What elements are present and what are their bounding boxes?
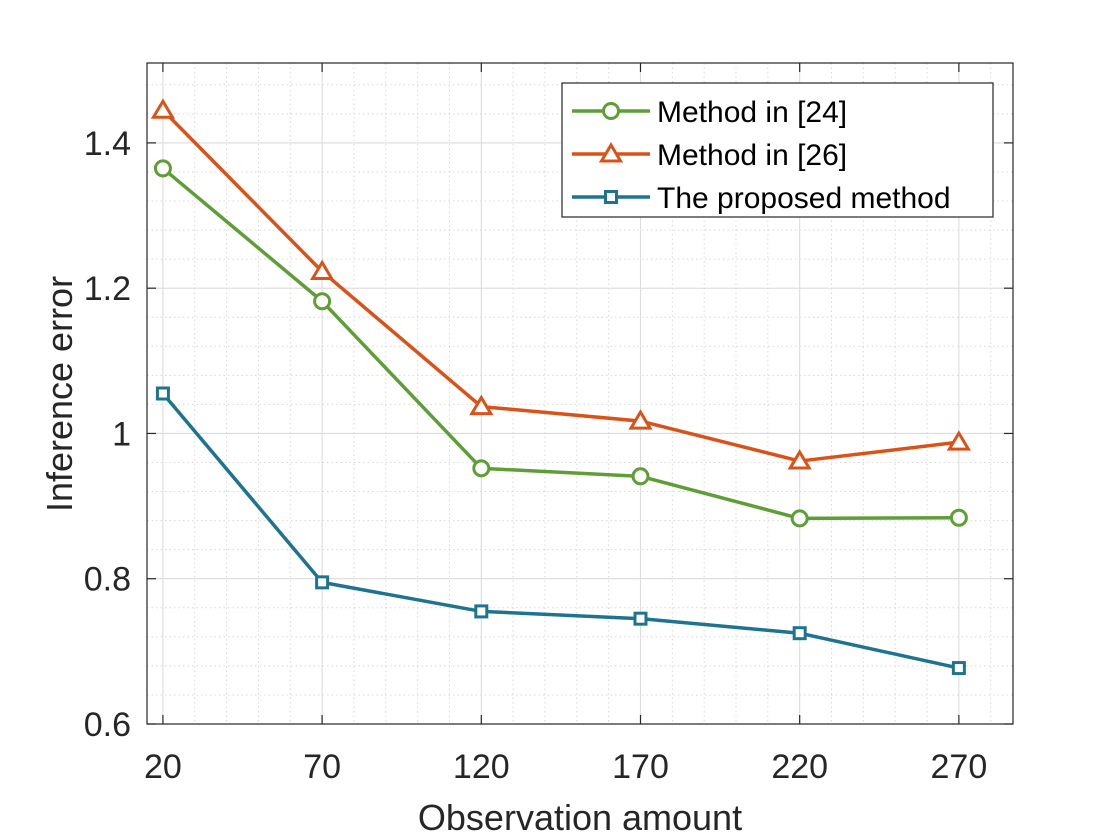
series-2: [150, 98, 972, 470]
x-tick-labels: 20 70 120 170 220 270: [144, 748, 987, 786]
data-point: [792, 626, 807, 641]
data-point: [628, 409, 653, 430]
series-1: [153, 159, 968, 528]
y-tick-label: 1.4: [84, 125, 131, 163]
x-tick-label: 170: [612, 748, 669, 786]
series-line: [161, 392, 960, 670]
data-point: [309, 259, 335, 280]
x-tick-label: 220: [771, 748, 828, 786]
x-tick-label: 20: [144, 748, 182, 786]
x-tick-label: 120: [453, 748, 510, 786]
legend-label: Method in [26]: [657, 139, 847, 172]
y-tick-labels: 0.6 0.8 1 1.2 1.4: [84, 125, 131, 744]
series-layer: [150, 98, 972, 676]
legend-marker: [598, 142, 624, 163]
y-tick-label: 1: [112, 415, 131, 453]
x-axis-label: Observation amount: [418, 797, 742, 838]
data-point: [315, 575, 330, 590]
data-point: [787, 449, 812, 470]
y-tick-label: 0.8: [84, 561, 131, 599]
data-point: [951, 661, 966, 676]
y-tick-label: 1.2: [84, 270, 131, 308]
data-point: [633, 611, 648, 626]
data-point: [474, 604, 489, 619]
legend-entry: Method in [24]: [572, 96, 847, 129]
x-tick-label: 270: [931, 748, 988, 786]
axis-ticks: [147, 63, 1013, 725]
data-point: [469, 394, 494, 416]
data-point: [153, 159, 172, 178]
legend-box: [561, 82, 994, 218]
legend-label: The proposed method: [657, 182, 951, 215]
legend-entry: The proposed method: [572, 182, 951, 215]
data-point: [472, 459, 491, 478]
data-point: [155, 386, 170, 401]
data-point: [313, 292, 332, 311]
legend-marker: [604, 190, 618, 204]
series-line: [161, 108, 960, 463]
legend-entry: Method in [26]: [572, 139, 847, 172]
legend: Method in [24] Method in [26] The proposed…: [561, 82, 994, 218]
legend-label: Method in [24]: [657, 96, 847, 129]
plot-frame: [146, 62, 1014, 725]
y-axis-label: Inference error: [39, 276, 80, 512]
data-point: [631, 467, 650, 486]
data-point: [949, 508, 968, 527]
series-3: [155, 386, 966, 676]
series-line: [161, 166, 959, 521]
x-tick-label: 70: [303, 748, 341, 786]
data-point: [790, 509, 809, 528]
y-tick-label: 0.6: [84, 706, 131, 744]
data-point: [150, 98, 176, 119]
legend-marker: [602, 102, 620, 120]
data-point: [946, 430, 972, 451]
